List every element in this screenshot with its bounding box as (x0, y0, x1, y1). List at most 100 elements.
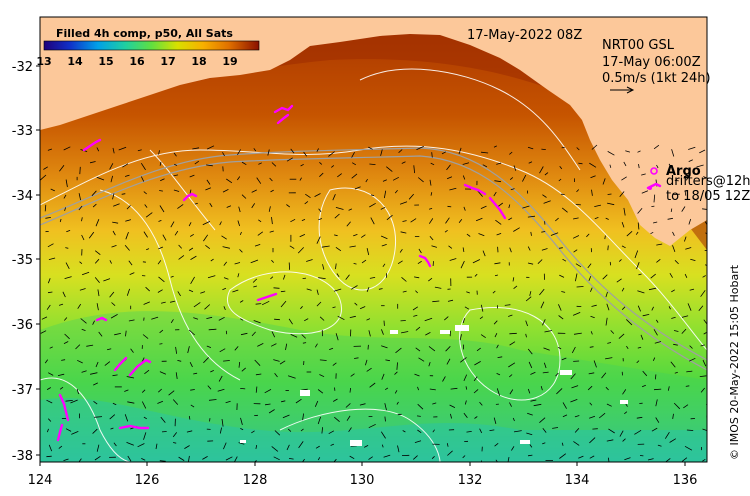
current-vector (417, 403, 424, 410)
current-vector (159, 329, 164, 334)
current-vector (329, 347, 334, 350)
current-vector (616, 278, 622, 283)
current-vector (474, 361, 481, 366)
current-vector (558, 178, 562, 182)
current-vector (252, 278, 258, 283)
current-vector (314, 193, 321, 197)
current-vector (526, 432, 533, 436)
current-vector (696, 164, 704, 168)
current-vector (380, 206, 386, 210)
current-vector (651, 427, 658, 432)
current-vector (509, 389, 514, 395)
current-vector (204, 304, 211, 310)
current-vector (40, 174, 47, 181)
y-tick-label: -34 (12, 189, 33, 204)
argo-legend: Argo drifters@12h to 18/05 12Z (646, 164, 750, 204)
current-vector (496, 388, 500, 396)
current-vector (703, 332, 707, 335)
current-vector (394, 390, 398, 394)
current-vector (466, 291, 470, 294)
current-vector (562, 414, 568, 418)
current-vector (384, 416, 386, 422)
current-vector (314, 343, 318, 348)
current-vector (261, 300, 270, 306)
current-vector (382, 263, 386, 268)
current-vector (304, 318, 309, 322)
current-vector (657, 444, 662, 447)
current-vector (288, 458, 294, 460)
current-vector (606, 303, 610, 311)
current-vector (140, 176, 145, 182)
current-vector (88, 231, 95, 239)
current-vector (370, 194, 375, 197)
current-vector (450, 387, 458, 390)
current-vector (380, 149, 383, 156)
current-vector (638, 164, 640, 169)
current-vector (688, 146, 696, 150)
current-vector (234, 346, 239, 351)
current-vector (589, 402, 593, 406)
current-vector (319, 161, 323, 165)
current-vector (334, 416, 340, 423)
colorbar-scale (43, 40, 260, 51)
current-vector (689, 345, 693, 349)
current-vector (222, 189, 229, 193)
current-vector (289, 245, 295, 249)
current-vector (636, 360, 640, 364)
current-vector (395, 347, 402, 354)
colorbar-tick-label: 17 (160, 55, 175, 68)
map-frame (39, 16, 708, 463)
current-vector (669, 272, 673, 278)
current-vector (598, 412, 606, 419)
current-vector (671, 149, 675, 157)
current-vector (555, 372, 559, 377)
current-vector (206, 179, 211, 185)
current-vector (428, 361, 431, 367)
current-vector (575, 263, 582, 268)
current-vector (400, 231, 407, 234)
current-vector (476, 347, 481, 352)
current-vector (495, 459, 498, 462)
current-vector (591, 189, 593, 196)
current-vector (237, 149, 241, 156)
current-vector (479, 401, 483, 406)
current-vector (348, 208, 353, 211)
current-vector (189, 189, 192, 194)
current-vector (641, 190, 649, 194)
current-vector (700, 387, 706, 393)
current-vector (65, 262, 70, 269)
current-vector (401, 161, 406, 164)
current-vector (206, 164, 213, 167)
x-axis: 124 126 128 130 132 134 136 (28, 462, 697, 488)
current-vector (399, 248, 403, 253)
current-vector (143, 432, 147, 440)
current-vector (251, 189, 257, 193)
y-tick-label: -32 (12, 60, 33, 75)
current-vector (478, 233, 485, 237)
current-vector (170, 319, 174, 324)
current-vector (604, 235, 606, 240)
current-vector (413, 455, 418, 460)
current-vector (159, 205, 165, 213)
current-vector (688, 357, 696, 362)
drifter-tracks (56, 104, 507, 442)
current-vector (640, 334, 644, 340)
current-vector (318, 277, 326, 279)
current-vector (349, 245, 356, 248)
current-vector (397, 445, 400, 453)
current-vector (126, 205, 131, 210)
current-vector (609, 164, 612, 168)
current-vector (254, 359, 261, 366)
current-vector (193, 302, 201, 308)
current-vector (365, 178, 368, 183)
current-vector (331, 165, 335, 168)
current-vector (364, 445, 369, 448)
current-vector (335, 333, 339, 341)
current-vector (189, 174, 195, 178)
current-vector (59, 218, 62, 223)
current-vector (173, 152, 177, 157)
current-vector (605, 386, 609, 391)
current-vector (418, 357, 425, 362)
current-vector (57, 373, 65, 376)
current-vector (685, 176, 690, 181)
